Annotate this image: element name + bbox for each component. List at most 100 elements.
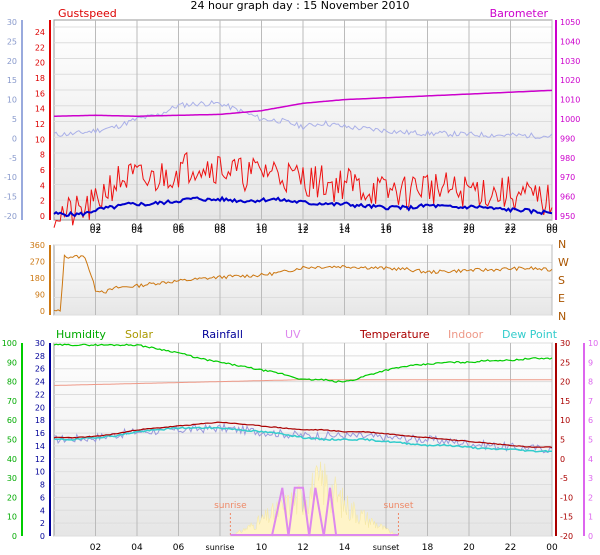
y-tick-label-humidity: 90 bbox=[7, 358, 17, 367]
x-tick-label: 10 bbox=[256, 226, 268, 236]
y-tick-label-outer-left: 30 bbox=[7, 18, 17, 27]
x-tick-label: sunset bbox=[373, 543, 400, 552]
y-tick-label-left: 0 bbox=[40, 307, 45, 316]
y-tick-label-humidity: 20 bbox=[7, 493, 17, 502]
y-tick-label-rainfall: 2 bbox=[40, 519, 45, 528]
uv-label: UV bbox=[285, 328, 301, 341]
temperature-label: Temperature bbox=[359, 328, 430, 341]
y-tick-label-temperature: -20 bbox=[560, 532, 573, 541]
y-tick-label-outer-left: -5 bbox=[9, 154, 17, 163]
y-tick-label-right: 950 bbox=[560, 212, 575, 221]
y-tick-label-temperature: 10 bbox=[560, 416, 570, 425]
series-line-dewpoint bbox=[53, 426, 552, 453]
x-tick-label: 10 bbox=[256, 543, 268, 553]
y-tick-label-uv: 7 bbox=[588, 397, 593, 406]
y-tick-label-right: 1010 bbox=[560, 96, 580, 105]
x-tick-label: 18 bbox=[422, 543, 434, 553]
y-tick-label-humidity: 0 bbox=[12, 532, 17, 541]
y-tick-label-temperature: 5 bbox=[560, 436, 565, 445]
indoor-label: Indoor bbox=[448, 328, 484, 341]
y-tick-label-left: 6 bbox=[40, 166, 45, 175]
y-tick-label-left: 22 bbox=[35, 43, 45, 52]
series-line-temperature bbox=[53, 421, 553, 449]
y-tick-label-outer-left: 0 bbox=[12, 134, 17, 143]
y-tick-label-left: 20 bbox=[35, 59, 45, 68]
y-tick-label-temperature: 0 bbox=[560, 455, 565, 464]
y-tick-label-right: 1040 bbox=[560, 37, 580, 46]
page-title: 24 hour graph day : 15 November 2010 bbox=[190, 0, 409, 12]
y-tick-label-outer-left: 5 bbox=[12, 115, 17, 124]
y-tick-label-left: 16 bbox=[35, 89, 45, 98]
y-tick-label-right: 1020 bbox=[560, 76, 580, 85]
y-tick-label-outer-left: 10 bbox=[7, 96, 17, 105]
x-tick-label: 16 bbox=[380, 226, 392, 236]
y-tick-label-left: 180 bbox=[30, 274, 45, 283]
series-line-humidity bbox=[53, 343, 553, 383]
x-tick-label: 08 bbox=[214, 226, 226, 236]
y-tick-label-rainfall: 4 bbox=[40, 506, 45, 515]
y-tick-label-temperature: -10 bbox=[560, 493, 573, 502]
y-tick-label-outer-left: -15 bbox=[4, 193, 17, 202]
y-tick-label-outer-left: -10 bbox=[4, 173, 17, 182]
y-tick-label-uv: 3 bbox=[588, 474, 593, 483]
y-tick-label-uv: 2 bbox=[588, 493, 593, 502]
compass-label: E bbox=[558, 292, 565, 305]
y-tick-label-uv: 1 bbox=[588, 513, 593, 522]
x-tick-label: 14 bbox=[339, 223, 351, 233]
series-line-temperature bbox=[53, 100, 553, 139]
x-tick-label: 02 bbox=[90, 543, 101, 553]
rainfall-label: Rainfall bbox=[202, 328, 243, 341]
x-tick-label: 04 bbox=[131, 543, 143, 553]
x-tick-label: 00 bbox=[546, 226, 558, 236]
x-tick-label: 20 bbox=[463, 226, 475, 236]
y-tick-label-rainfall: 22 bbox=[35, 390, 45, 399]
x-tick-label: 18 bbox=[422, 226, 434, 236]
x-tick-label: 12 bbox=[297, 543, 308, 553]
y-tick-label-outer-left: 25 bbox=[7, 37, 17, 46]
y-tick-label-rainfall: 14 bbox=[35, 442, 45, 451]
series-line-wind-direction bbox=[53, 254, 553, 312]
y-tick-label-uv: 10 bbox=[588, 339, 598, 348]
y-tick-label-humidity: 100 bbox=[2, 339, 17, 348]
compass-label: N bbox=[558, 310, 566, 323]
y-tick-label-rainfall: 6 bbox=[40, 493, 45, 502]
y-tick-label-rainfall: 20 bbox=[35, 403, 45, 412]
compass-label: W bbox=[558, 256, 569, 269]
y-tick-label-right: 970 bbox=[560, 173, 575, 182]
y-tick-label-left: 90 bbox=[35, 291, 45, 300]
x-tick-label: 14 bbox=[339, 543, 351, 553]
series-line-barometer bbox=[54, 89, 553, 117]
x-tick-label: sunrise bbox=[206, 543, 235, 552]
y-tick-label-uv: 8 bbox=[588, 378, 593, 387]
y-tick-label-temperature: -15 bbox=[560, 513, 573, 522]
compass-label: S bbox=[558, 274, 565, 287]
y-tick-label-rainfall: 30 bbox=[35, 339, 45, 348]
gustspeed-label: Gustspeed bbox=[58, 7, 117, 20]
solar-label: Solar bbox=[125, 328, 154, 341]
x-tick-label: 06 bbox=[173, 226, 185, 236]
x-tick-label: 06 bbox=[173, 223, 185, 233]
x-tick-label: 12 bbox=[297, 223, 308, 233]
y-tick-label-temperature: 25 bbox=[560, 358, 570, 367]
x-tick-label: 20 bbox=[463, 223, 475, 233]
y-tick-label-right: 960 bbox=[560, 193, 575, 202]
y-tick-label-rainfall: 10 bbox=[35, 468, 45, 477]
y-tick-label-humidity: 70 bbox=[7, 397, 17, 406]
x-tick-label: 02 bbox=[90, 223, 101, 233]
series-line-gustspeed bbox=[53, 151, 553, 228]
y-tick-label-left: 12 bbox=[35, 120, 45, 129]
y-tick-label-humidity: 30 bbox=[7, 474, 17, 483]
y-tick-label-rainfall: 0 bbox=[40, 532, 45, 541]
y-tick-label-outer-left: -20 bbox=[4, 212, 17, 221]
x-tick-label: 08 bbox=[214, 223, 226, 233]
x-tick-label: 04 bbox=[131, 226, 143, 236]
dewpoint-label: Dew Point bbox=[502, 328, 558, 341]
barometer-label: Barometer bbox=[490, 7, 549, 20]
y-tick-label-uv: 9 bbox=[588, 358, 593, 367]
y-tick-label-humidity: 50 bbox=[7, 436, 17, 445]
climate-panel: Humidity Solar Rainfall UV Temperature I… bbox=[2, 328, 598, 553]
x-tick-label: 12 bbox=[297, 226, 308, 236]
y-tick-label-uv: 4 bbox=[588, 455, 593, 464]
